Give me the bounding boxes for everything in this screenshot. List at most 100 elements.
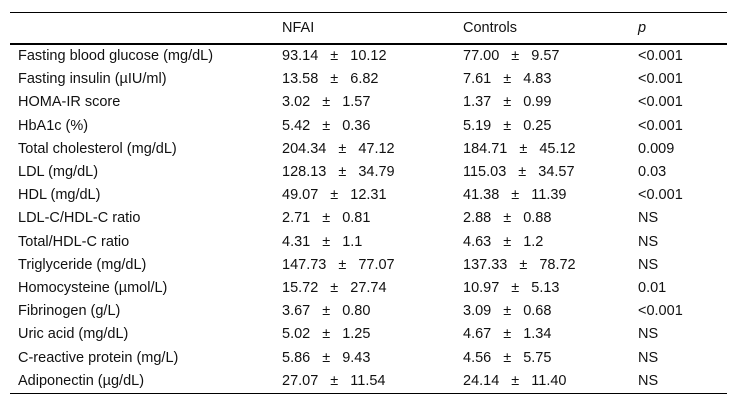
table-row: Fasting blood glucose (mg/dL) 93.14 ±10.1… [10, 44, 727, 68]
nfai-mean: 147.73 [282, 256, 327, 273]
table-row: Homocysteine (µmol/L) 15.72 ±27.74 10.97 ±… [10, 277, 727, 300]
controls-mean: 4.63 [463, 233, 492, 250]
controls-mean: 3.09 [463, 303, 492, 320]
controls-value-cell: 41.38 ±11.39 [463, 184, 638, 207]
row-label: Fasting insulin (µIU/ml) [18, 71, 167, 88]
nfai-value-cell: 27.07 ±11.54 [282, 370, 463, 394]
controls-value-cell: 4.56 ±5.75 [463, 347, 638, 370]
plus-minus-icon: ± [511, 280, 520, 297]
nfai-sd: 34.79 [358, 164, 395, 181]
controls-mean: 4.67 [463, 326, 492, 343]
p-value-cell: <0.001 [638, 117, 683, 134]
controls-sd: 0.68 [523, 303, 552, 320]
row-label: Total cholesterol (mg/dL) [18, 140, 177, 157]
nfai-value-cell: 13.58 ±6.82 [282, 68, 463, 91]
header-nfai: NFAI [282, 12, 463, 45]
controls-mean: 5.19 [463, 117, 492, 134]
table-row: HbA1c (%) 5.42 ±0.36 5.19 ±0.25 <0.001 [10, 115, 727, 138]
nfai-sd: 1.1 [342, 233, 363, 250]
nfai-sd: 27.74 [350, 280, 387, 297]
controls-value-cell: 184.71 ±45.12 [463, 138, 638, 161]
row-label: Uric acid (mg/dL) [18, 326, 129, 343]
table-row: LDL-C/HDL-C ratio 2.71 ±0.81 2.88 ±0.88 NS [10, 207, 727, 230]
nfai-value-cell: 3.02 ±1.57 [282, 91, 463, 114]
plus-minus-icon: ± [322, 303, 331, 320]
p-value-cell: NS [638, 349, 659, 366]
plus-minus-icon: ± [511, 187, 520, 204]
nfai-mean: 2.71 [282, 210, 311, 227]
controls-mean: 10.97 [463, 280, 500, 297]
row-label: HDL (mg/dL) [18, 187, 101, 204]
nfai-sd: 1.25 [342, 326, 371, 343]
row-label: Total/HDL-C ratio [18, 233, 130, 250]
controls-sd: 11.40 [531, 372, 567, 389]
nfai-value-cell: 204.34 ±47.12 [282, 138, 463, 161]
row-label: Fibrinogen (g/L) [18, 303, 121, 320]
controls-value-cell: 115.03 ±34.57 [463, 161, 638, 184]
nfai-mean: 4.31 [282, 233, 311, 250]
row-label: HbA1c (%) [18, 117, 89, 134]
controls-mean: 2.88 [463, 210, 492, 227]
controls-value-cell: 7.61 ±4.83 [463, 68, 638, 91]
controls-mean: 41.38 [463, 187, 500, 204]
plus-minus-icon: ± [503, 117, 512, 134]
nfai-sd: 0.80 [342, 303, 371, 320]
nfai-value-cell: 5.42 ±0.36 [282, 115, 463, 138]
plus-minus-icon: ± [511, 48, 520, 64]
table-row: Uric acid (mg/dL) 5.02 ±1.25 4.67 ±1.34 NS [10, 323, 727, 346]
row-label: Triglyceride (mg/dL) [18, 256, 147, 273]
nfai-sd: 11.54 [350, 372, 386, 389]
plus-minus-icon: ± [518, 164, 527, 181]
controls-value-cell: 3.09 ±0.68 [463, 300, 638, 323]
table-row: Total/HDL-C ratio 4.31 ±1.1 4.63 ±1.2 NS [10, 231, 727, 254]
header-controls: Controls [463, 12, 638, 45]
plus-minus-icon: ± [519, 140, 528, 157]
table-body: Fasting blood glucose (mg/dL) 93.14 ±10.1… [10, 44, 727, 394]
p-value-cell: <0.001 [638, 187, 683, 204]
controls-sd: 45.12 [539, 140, 576, 157]
p-value-cell: <0.001 [638, 303, 683, 320]
nfai-sd: 0.36 [342, 117, 371, 134]
controls-mean: 77.00 [463, 48, 500, 64]
nfai-sd: 47.12 [358, 140, 395, 157]
nfai-value-cell: 128.13 ±34.79 [282, 161, 463, 184]
nfai-mean: 5.02 [282, 326, 311, 343]
nfai-value-cell: 147.73 ±77.07 [282, 254, 463, 277]
nfai-mean: 13.58 [282, 71, 319, 88]
p-value-cell: NS [638, 233, 659, 250]
p-value-cell: 0.01 [638, 280, 667, 297]
plus-minus-icon: ± [503, 94, 512, 111]
table-row: HDL (mg/dL) 49.07 ±12.31 41.38 ±11.39 <0.0… [10, 184, 727, 207]
row-label: C-reactive protein (mg/L) [18, 349, 179, 366]
nfai-value-cell: 93.14 ±10.12 [282, 44, 463, 68]
plus-minus-icon: ± [330, 372, 339, 389]
controls-value-cell: 77.00 ±9.57 [463, 44, 638, 68]
plus-minus-icon: ± [503, 326, 512, 343]
controls-sd: 78.72 [539, 256, 576, 273]
nfai-value-cell: 15.72 ±27.74 [282, 277, 463, 300]
p-value-cell: <0.001 [638, 48, 683, 64]
nfai-mean: 3.67 [282, 303, 311, 320]
p-value-cell: <0.001 [638, 94, 683, 111]
plus-minus-icon: ± [338, 164, 347, 181]
plus-minus-icon: ± [511, 372, 520, 389]
controls-sd: 0.25 [523, 117, 552, 134]
nfai-mean: 5.86 [282, 349, 311, 366]
controls-sd: 9.57 [531, 48, 560, 64]
table-row: Total cholesterol (mg/dL) 204.34 ±47.12 1… [10, 138, 727, 161]
controls-sd: 1.2 [523, 233, 544, 250]
nfai-sd: 9.43 [342, 349, 371, 366]
nfai-sd: 6.82 [350, 71, 379, 88]
p-value-cell: NS [638, 372, 659, 389]
table-row: Fasting insulin (µIU/ml) 13.58 ±6.82 7.61… [10, 68, 727, 91]
table-row: LDL (mg/dL) 128.13 ±34.79 115.03 ±34.57 0.… [10, 161, 727, 184]
controls-sd: 5.13 [531, 280, 560, 297]
plus-minus-icon: ± [322, 326, 331, 343]
nfai-value-cell: 2.71 ±0.81 [282, 207, 463, 230]
plus-minus-icon: ± [330, 187, 339, 204]
p-value-cell: 0.03 [638, 164, 667, 181]
controls-value-cell: 24.14 ±11.40 [463, 370, 638, 394]
nfai-mean: 204.34 [282, 140, 327, 157]
nfai-sd: 77.07 [358, 256, 395, 273]
